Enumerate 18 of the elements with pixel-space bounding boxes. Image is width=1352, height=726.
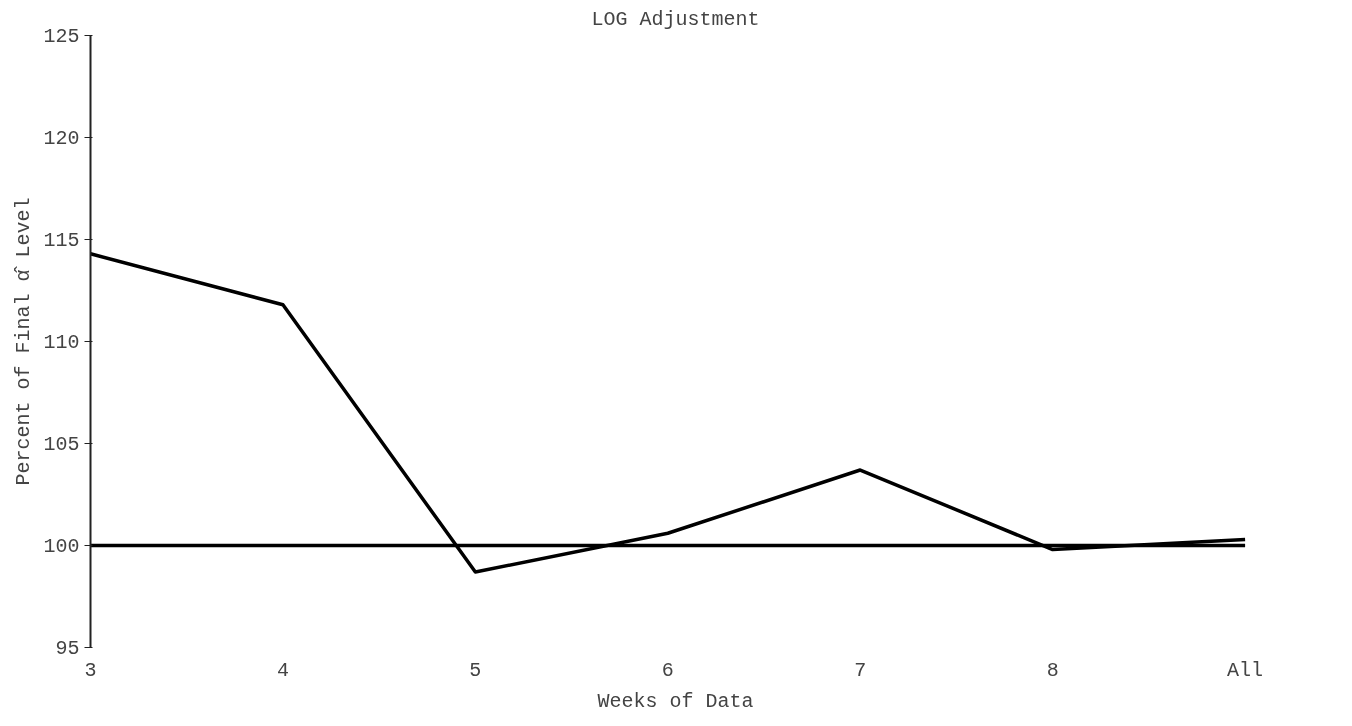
- y-tick-label: 110: [43, 331, 80, 354]
- y-tick-label: 120: [43, 127, 80, 150]
- line-series: [90, 252, 1247, 574]
- x-tick-label: 8: [1046, 658, 1059, 682]
- y-tick-label: 95: [55, 637, 80, 660]
- y-axis-title: Percent of Final α̂ Level: [12, 197, 36, 486]
- x-axis-title: Weeks of Data: [597, 689, 754, 713]
- x-tick-label: 4: [276, 658, 289, 682]
- x-tick-label: 3: [84, 658, 97, 682]
- chart-title: LOG Adjustment: [591, 7, 760, 31]
- x-tick-label: All: [1227, 658, 1264, 682]
- y-tick-label: 125: [43, 25, 80, 48]
- y-tick-label: 100: [43, 535, 80, 558]
- x-tick-label: 6: [661, 658, 674, 682]
- x-tick-label: 5: [469, 658, 482, 682]
- y-tick-label: 115: [43, 229, 80, 252]
- y-tick-label: 105: [43, 433, 80, 456]
- x-tick-label: 7: [854, 658, 867, 682]
